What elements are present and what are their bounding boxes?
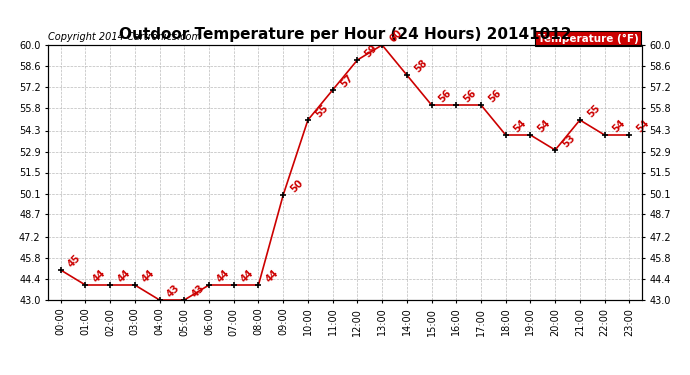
Text: 55: 55 [585,103,602,119]
Text: 50: 50 [288,178,306,194]
Text: 44: 44 [264,268,281,284]
Text: 44: 44 [91,268,108,284]
Text: 43: 43 [190,283,206,299]
Text: 58: 58 [413,57,429,74]
Text: 54: 54 [511,118,528,134]
Text: 44: 44 [140,268,157,284]
Text: 56: 56 [437,88,454,104]
Text: 44: 44 [215,268,231,284]
Text: 45: 45 [66,253,83,269]
Title: Outdoor Temperature per Hour (24 Hours) 20141012: Outdoor Temperature per Hour (24 Hours) … [119,27,571,42]
Text: 57: 57 [338,73,355,89]
Text: 56: 56 [462,88,478,104]
Text: 44: 44 [116,268,132,284]
Text: Copyright 2014 Cartronics.com: Copyright 2014 Cartronics.com [48,33,201,42]
Text: 59: 59 [363,43,380,59]
Text: 55: 55 [313,103,330,119]
Text: 54: 54 [635,118,651,134]
Text: Temperature (°F): Temperature (°F) [538,34,639,44]
Text: 53: 53 [561,133,578,149]
Text: 56: 56 [486,88,503,104]
Text: 44: 44 [239,268,256,284]
Text: 54: 54 [536,118,553,134]
Text: 43: 43 [165,283,181,299]
Text: 60: 60 [388,28,404,44]
Text: 54: 54 [610,118,627,134]
